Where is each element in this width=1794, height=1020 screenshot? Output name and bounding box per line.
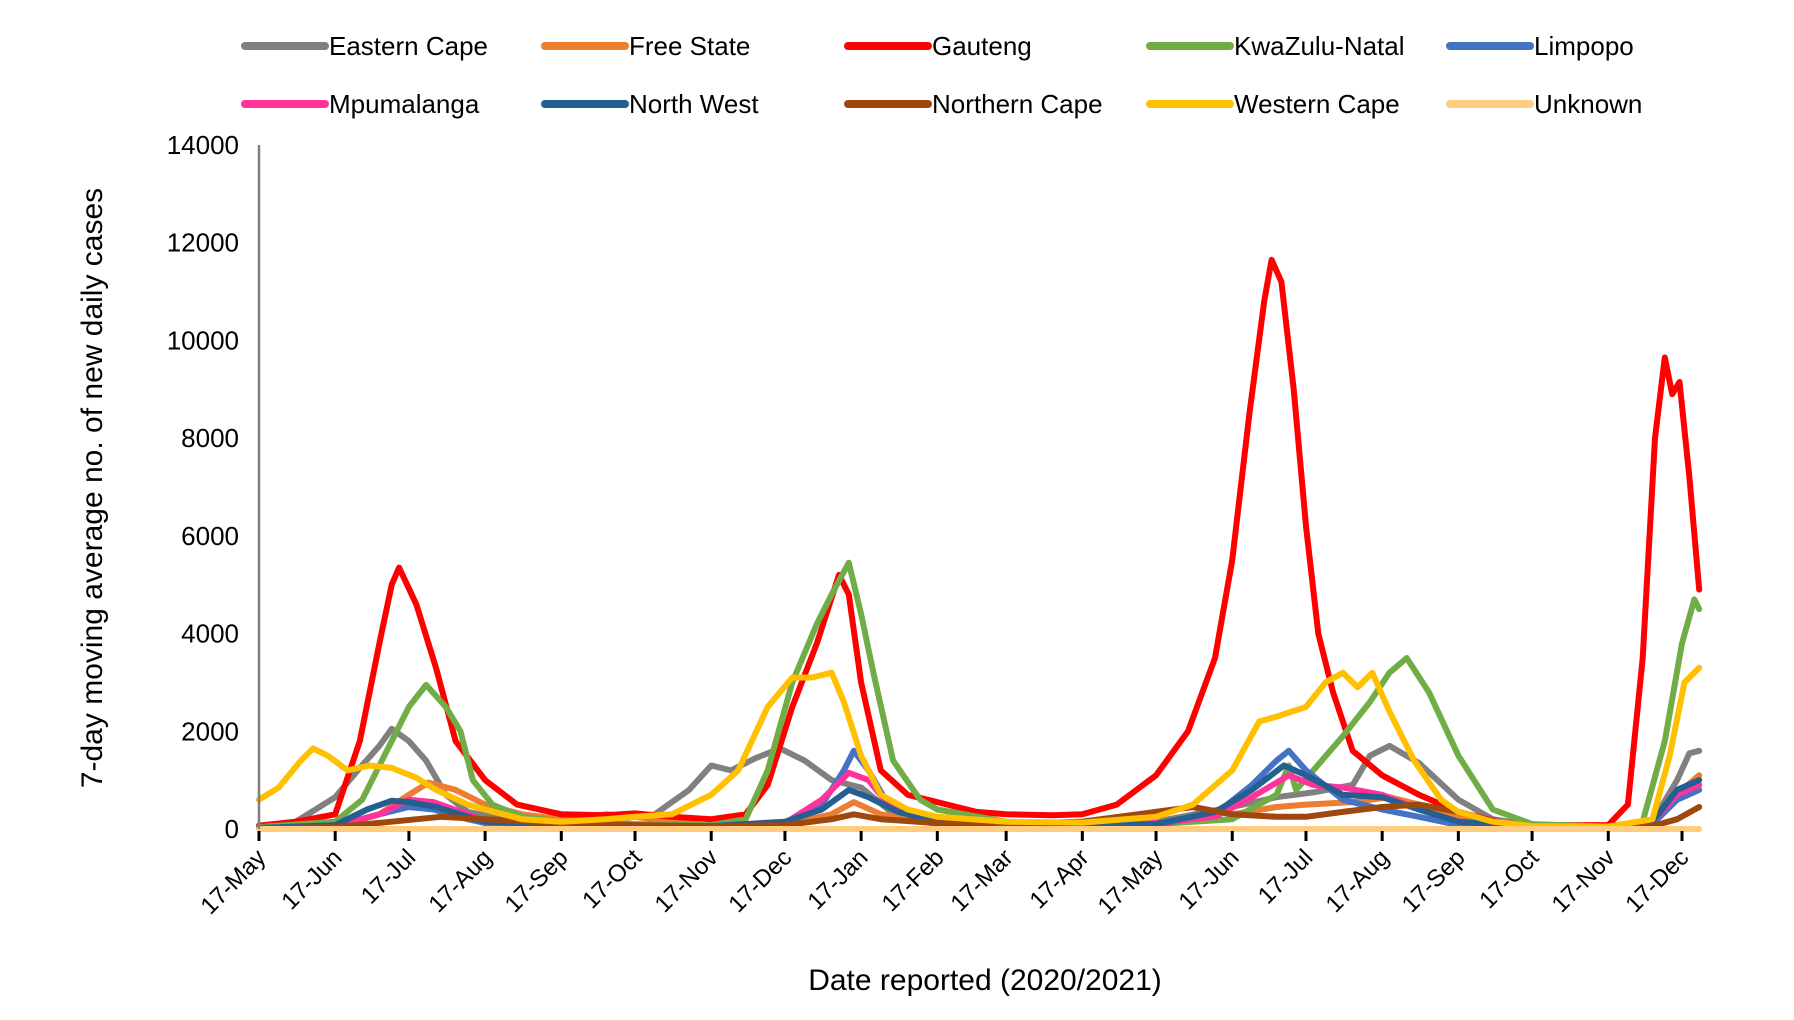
x-tick-label: 17-Nov: [1547, 844, 1621, 918]
x-tick-label: 17-May: [196, 844, 272, 920]
legend-item-western-cape: Western Cape: [1146, 89, 1400, 119]
x-tick-label: 17-Dec: [1620, 844, 1694, 918]
legend-item-kwazulu-natal: KwaZulu-Natal: [1146, 31, 1405, 61]
legend-item-unknown: Unknown: [1446, 89, 1642, 119]
legend-label: Northern Cape: [932, 89, 1103, 119]
x-tick-label: 17-Jul: [356, 844, 421, 909]
y-tick-label: 12000: [167, 228, 239, 258]
series-line-kwazulu-natal: [256, 559, 1703, 830]
x-tick-label: 17-Oct: [577, 844, 647, 914]
legend-item-limpopo: Limpopo: [1446, 31, 1634, 61]
x-tick-label: 17-Apr: [1025, 844, 1095, 914]
legend-label: Western Cape: [1234, 89, 1400, 119]
y-axis-title: 7-day moving average no. of new daily ca…: [76, 188, 109, 788]
x-tick-label: 17-Sep: [1397, 844, 1471, 918]
y-tick-label: 8000: [181, 423, 239, 453]
series-line-eastern-cape: [256, 725, 1703, 830]
legend-item-gauteng: Gauteng: [844, 31, 1032, 61]
y-tick-label: 10000: [167, 325, 239, 355]
legend: Eastern Cape Free State Gauteng KwaZulu-Nat…: [241, 31, 1642, 119]
x-tick-label: 17-Oct: [1474, 844, 1544, 914]
x-tick-label: 17-Mar: [946, 844, 1019, 917]
x-tick-label: 17-Jan: [802, 844, 873, 915]
legend-item-north-west: North West: [541, 89, 759, 119]
legend-label: Gauteng: [932, 31, 1032, 61]
series-line-gauteng: [256, 256, 1703, 829]
y-axis: 0 2000 4000 6000 8000 10000 12000 14000: [167, 130, 261, 844]
x-tick-label: 17-May: [1093, 844, 1169, 920]
legend-label: Free State: [629, 31, 750, 61]
plot-area: [256, 256, 1703, 832]
x-tick-label: 17-Jun: [276, 844, 347, 915]
x-tick-label: 17-Feb: [877, 844, 950, 917]
legend-label: KwaZulu-Natal: [1234, 31, 1405, 61]
x-tick-label: 17-Aug: [424, 844, 498, 918]
legend-label: Mpumalanga: [329, 89, 480, 119]
legend-item-mpumalanga: Mpumalanga: [241, 89, 480, 119]
x-tick-label: 17-Jul: [1253, 844, 1318, 909]
x-tick-label: 17-Jun: [1173, 844, 1244, 915]
y-tick-label: 6000: [181, 521, 239, 551]
series-line-western-cape: [256, 664, 1703, 830]
x-axis: 17-May 17-Jun 17-Jul 17-Aug 17-Sep 17-Oct 17-N…: [196, 831, 1694, 920]
x-tick-label: 17-Sep: [500, 844, 574, 918]
legend-label: North West: [629, 89, 759, 119]
legend-item-eastern-cape: Eastern Cape: [241, 31, 488, 61]
y-tick-label: 2000: [181, 716, 239, 746]
legend-item-northern-cape: Northern Cape: [844, 89, 1103, 119]
y-tick-label: 14000: [167, 130, 239, 160]
legend-item-free-state: Free State: [541, 31, 750, 61]
x-tick-label: 17-Dec: [723, 844, 797, 918]
x-axis-title: Date reported (2020/2021): [808, 964, 1162, 997]
legend-label: Unknown: [1534, 89, 1642, 119]
x-tick-label: 17-Nov: [650, 844, 724, 918]
y-tick-label: 4000: [181, 619, 239, 649]
legend-label: Limpopo: [1534, 31, 1634, 61]
legend-label: Eastern Cape: [329, 31, 488, 61]
x-tick-label: 17-Aug: [1321, 844, 1395, 918]
y-tick-label: 0: [225, 814, 239, 844]
